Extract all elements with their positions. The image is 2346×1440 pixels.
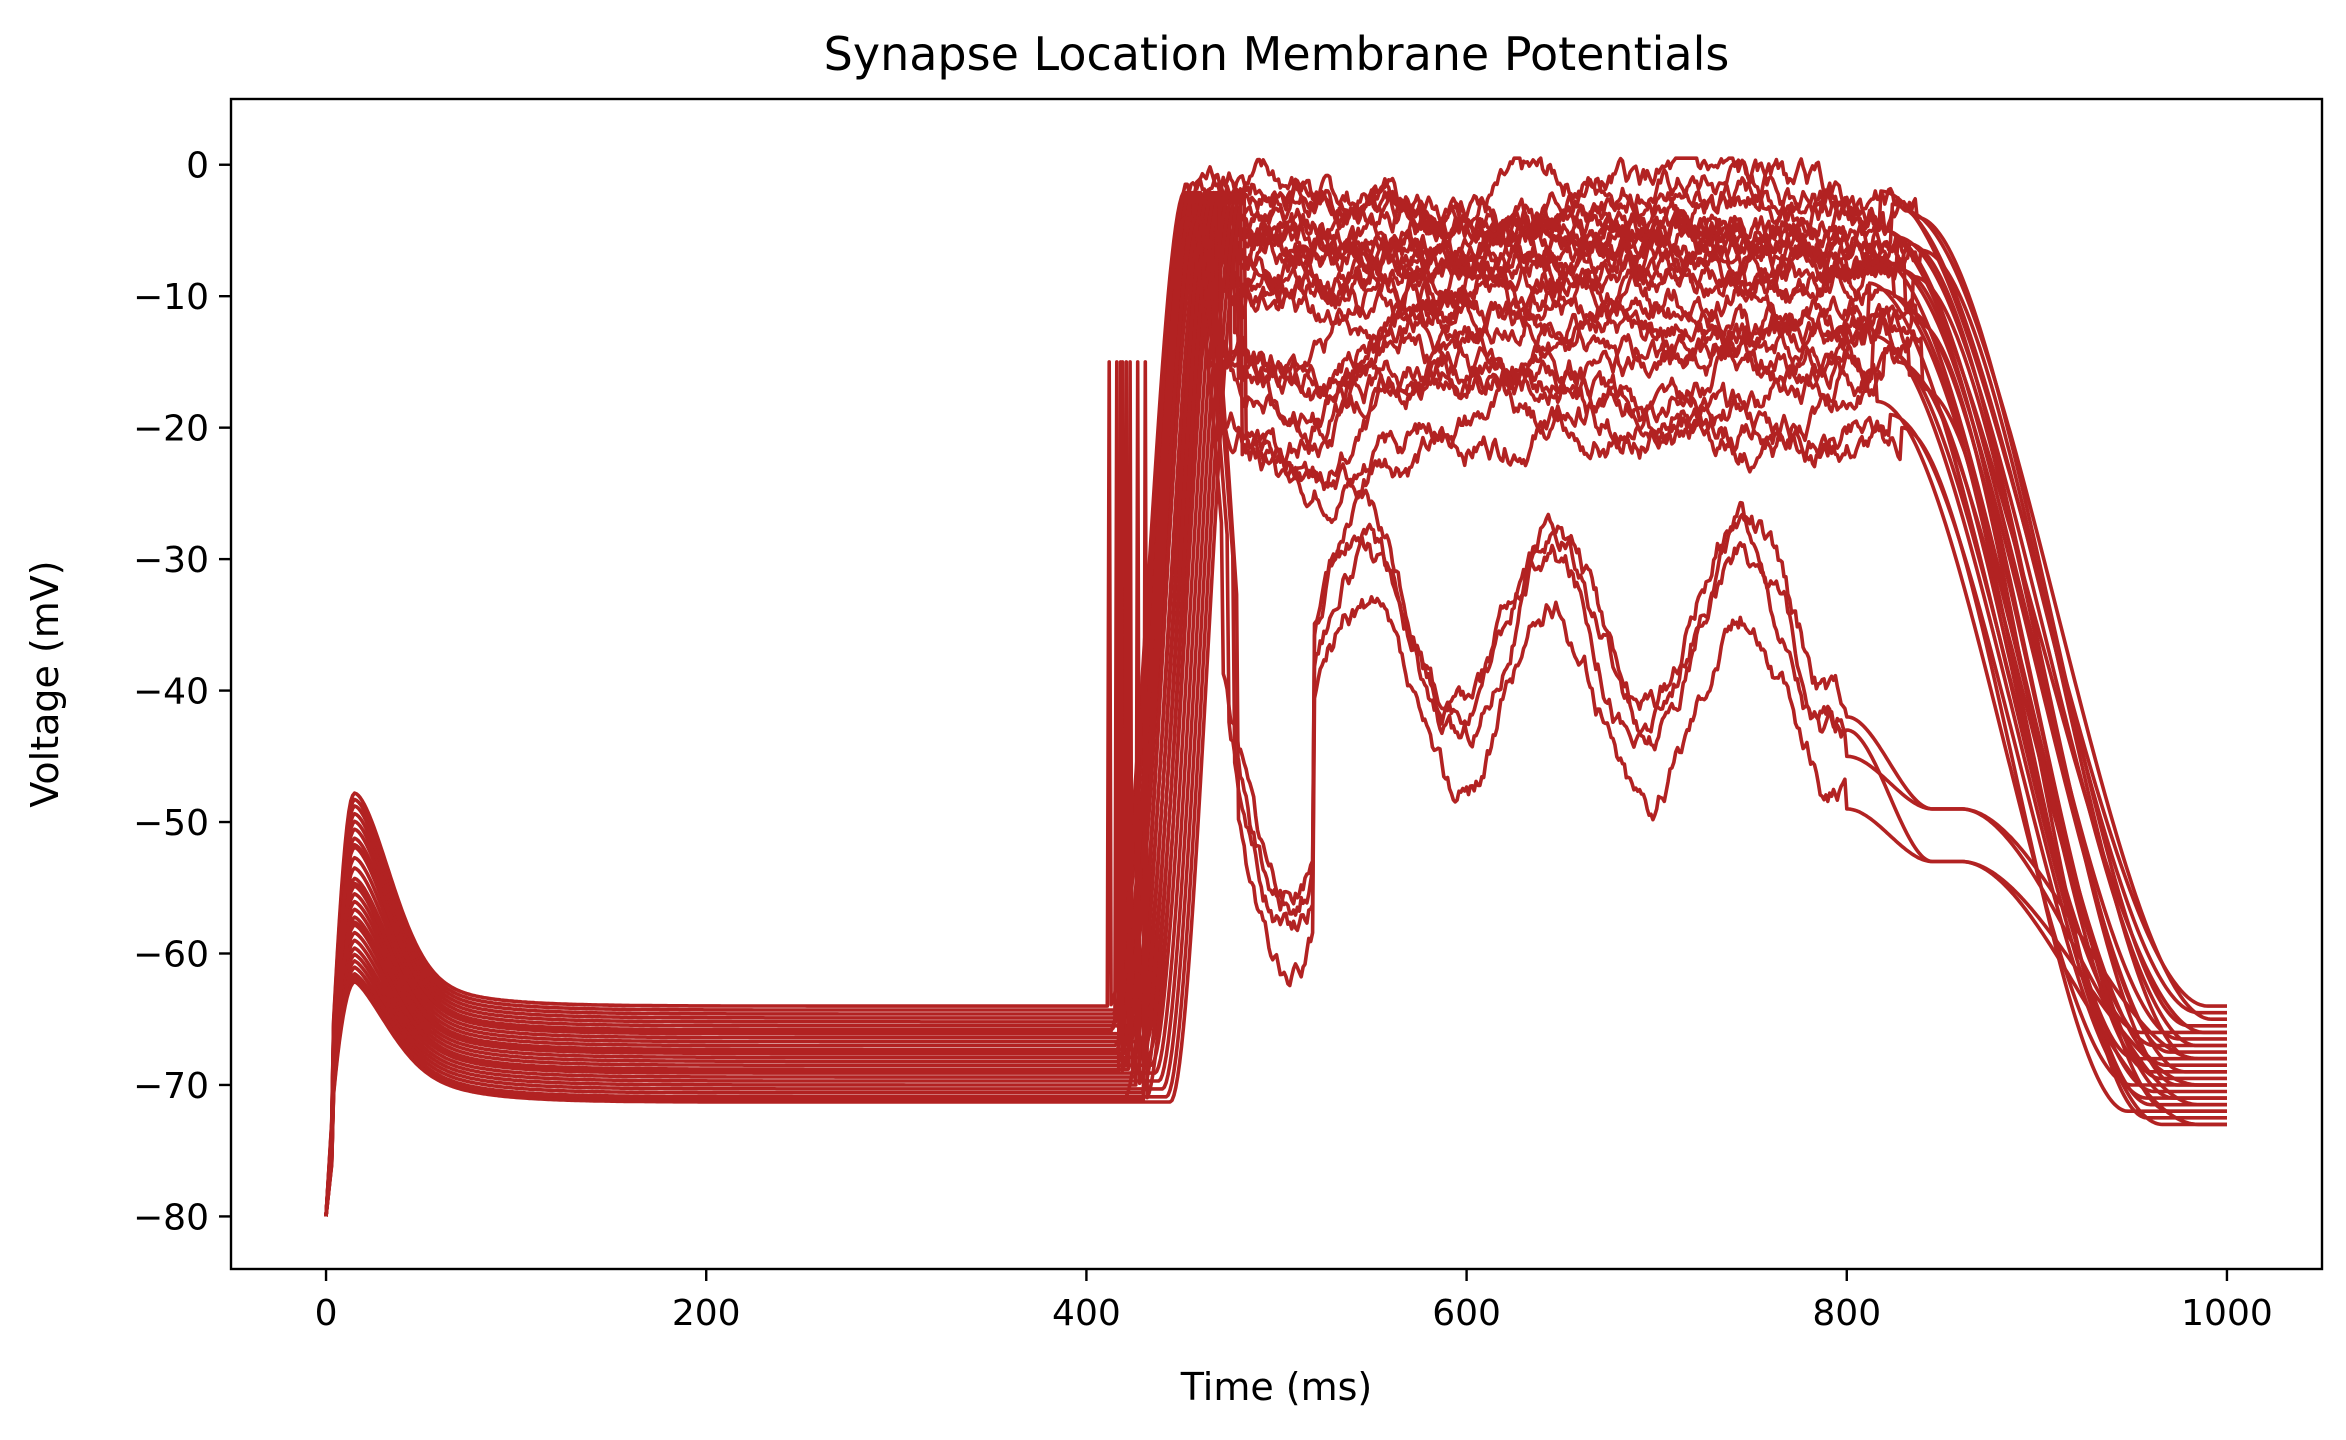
voltage-trace-line (324, 190, 2227, 1217)
voltage-trace-line (324, 215, 2227, 1217)
y-tick-label: 0 (186, 146, 209, 187)
y-axis-ticks: 0 −10 −20 −30 −40 −50 −60 −70 −80 (133, 146, 231, 1238)
voltage-trace-line (324, 178, 2227, 1217)
x-tick-label: 400 (1052, 1293, 1121, 1334)
chart-title: Synapse Location Membrane Potentials (824, 27, 1730, 81)
y-tick-label: −60 (133, 934, 209, 975)
voltage-trace-line (324, 190, 2227, 1217)
y-tick-label: −70 (133, 1066, 209, 1107)
voltage-trace-line (324, 215, 2227, 1217)
y-tick-label: −50 (133, 803, 209, 844)
voltage-trace-line (324, 190, 2227, 1217)
y-tick-label: −40 (133, 672, 209, 713)
y-tick-label: −30 (133, 540, 209, 581)
y-tick-label: −10 (133, 277, 209, 318)
x-axis-ticks: 0 200 400 600 800 1000 (315, 1269, 2273, 1334)
x-tick-label: 1000 (2181, 1293, 2273, 1334)
x-tick-label: 600 (1432, 1293, 1501, 1334)
x-tick-label: 800 (1812, 1293, 1881, 1334)
y-tick-label: −80 (133, 1197, 209, 1238)
x-tick-label: 0 (315, 1293, 338, 1334)
y-tick-label: −20 (133, 409, 209, 450)
voltage-trace-line (324, 190, 2227, 1217)
plot-frame (229, 97, 2324, 1271)
voltage-trace-line (324, 215, 2227, 1217)
series-lines (324, 156, 2227, 1217)
y-axis-label: Voltage (mV) (23, 560, 67, 807)
x-tick-label: 200 (672, 1293, 741, 1334)
x-axis-label: Time (ms) (1180, 1365, 1373, 1409)
